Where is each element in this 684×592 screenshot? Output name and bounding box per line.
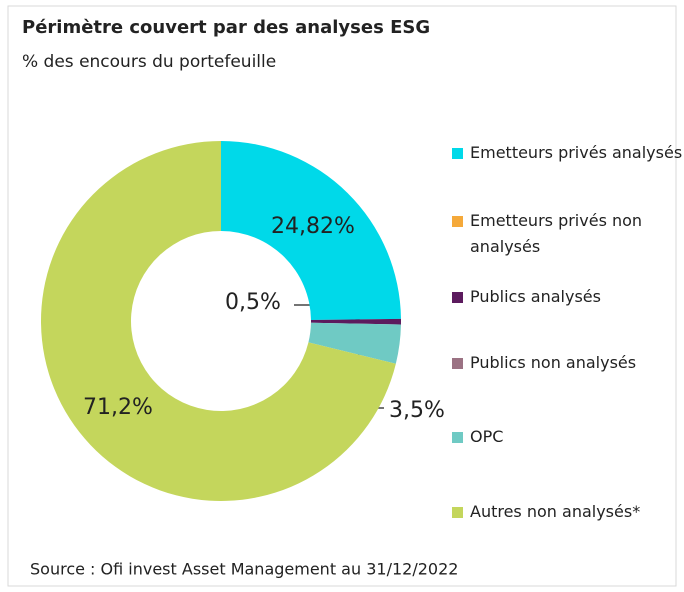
legend-swatch (452, 432, 463, 443)
chart-subtitle: % des encours du portefeuille (22, 52, 276, 72)
legend-swatch (452, 292, 463, 303)
frame (7, 5, 677, 587)
legend-swatch (452, 216, 463, 227)
legend-label: Publics analysés (470, 287, 601, 306)
legend-item: Publics analysés (452, 284, 684, 310)
legend-label: Autres non analysés* (470, 502, 641, 521)
legend-label: OPC (470, 427, 504, 446)
data-label: 3,5% (389, 398, 445, 423)
legend-swatch (452, 148, 463, 159)
legend-item: Publics non analysés (452, 350, 684, 376)
data-label: 0,5% (225, 290, 281, 315)
donut-slice (308, 322, 401, 364)
legend-label: Emetteurs privés non analysés (470, 211, 643, 256)
donut-slice (41, 141, 396, 501)
legend-label: Publics non analysés (470, 353, 637, 372)
legend-item: Emetteurs privés non analysés (452, 208, 684, 260)
chart-title: Périmètre couvert par des analyses ESG (22, 17, 430, 38)
donut-slice (221, 141, 401, 320)
legend-label: Emetteurs privés analysés (470, 143, 683, 162)
data-label: 71,2% (83, 395, 153, 420)
legend-item: Autres non analysés* (452, 499, 684, 525)
legend-swatch (452, 358, 463, 369)
legend-swatch (452, 507, 463, 518)
source: Source : Ofi invest Asset Management au … (30, 560, 458, 579)
legend-item: Emetteurs privés analysés (452, 140, 684, 166)
data-label: 24,82% (271, 214, 355, 239)
donut-slice (310, 318, 402, 325)
legend-item: OPC (452, 424, 684, 450)
